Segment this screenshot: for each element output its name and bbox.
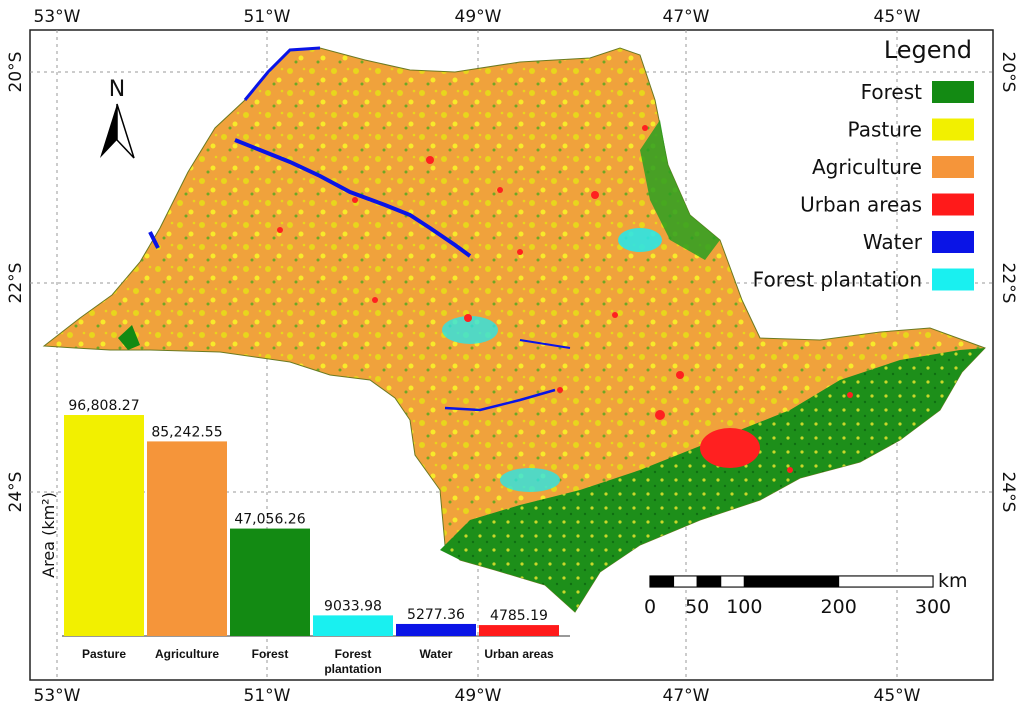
longitude-labels-bottom: 53°W 51°W 49°W 47°W 45°W: [34, 686, 921, 706]
west-forest-patch: [118, 325, 140, 350]
bar-category-label: Forest plantation: [324, 647, 381, 676]
legend-item-label: Forest plantation: [753, 268, 922, 292]
scale-bar-segment: [743, 575, 840, 588]
river-border-north: [243, 46, 321, 101]
bar-category-label: Agriculture: [155, 647, 219, 661]
bar: [147, 441, 227, 636]
lon-tick-label: 45°W: [874, 686, 921, 706]
lon-tick-label: 51°W: [244, 686, 291, 706]
lat-tick-label: 20°S: [998, 52, 1018, 93]
north-arrow-icon: [100, 104, 117, 158]
legend-swatch: [932, 81, 974, 103]
chart-y-axis-label: Area (km²): [39, 492, 58, 578]
bar-value-label: 47,056.26: [234, 512, 305, 528]
legend-title: Legend: [884, 36, 972, 64]
longitude-labels-top: 53°W 51°W 49°W 47°W 45°W: [34, 7, 921, 27]
bar-value-label: 9033.98: [324, 598, 382, 614]
lon-tick-label: 51°W: [244, 7, 291, 27]
scale-tick-label: 0: [644, 596, 656, 618]
plantation-patch: [442, 316, 498, 344]
legend-item-label: Forest: [861, 80, 923, 104]
scale-tick-label: 200: [821, 596, 857, 618]
bar-category-label: Forest: [252, 647, 289, 661]
lat-tick-label: 22°S: [998, 263, 1018, 304]
lon-tick-label: 47°W: [663, 686, 710, 706]
scale-bar-segment: [673, 575, 698, 588]
scale-tick-label: 100: [726, 596, 762, 618]
scale-bar: km 0 50 100 200 300: [644, 570, 968, 618]
latitude-labels-right: 20°S 22°S 24°S: [998, 52, 1018, 513]
legend-item-label: Agriculture: [812, 155, 922, 179]
river-paranapanema: [444, 388, 556, 412]
legend-swatch: [932, 156, 974, 178]
scale-bar-segment: [720, 575, 745, 588]
northeast-forest-patch: [640, 120, 720, 260]
legend-item-label: Urban areas: [800, 193, 922, 217]
lon-tick-label: 49°W: [455, 686, 502, 706]
bar: [479, 625, 559, 636]
north-label: N: [109, 77, 125, 102]
lat-tick-label: 20°S: [6, 52, 26, 93]
bar-category-label: Pasture: [82, 647, 126, 661]
bar-value-label: 5277.36: [407, 607, 465, 623]
scale-bar-segment: [838, 575, 934, 588]
plantation-patch: [618, 228, 662, 252]
lon-tick-label: 49°W: [455, 7, 502, 27]
scale-bar-segment: [649, 575, 675, 588]
bar: [230, 528, 310, 636]
lat-tick-label: 24°S: [998, 472, 1018, 513]
north-arrow: N: [100, 77, 135, 159]
scale-unit-label: km: [938, 570, 968, 592]
river-tiete: [234, 138, 472, 258]
bar-value-label: 4785.19: [490, 608, 548, 624]
scale-bar-segment: [696, 575, 722, 588]
river-segment: [519, 339, 571, 349]
plantation-patch: [500, 468, 560, 492]
lat-tick-label: 22°S: [6, 263, 26, 304]
latitude-labels-left: 20°S 22°S 24°S: [6, 52, 26, 513]
state-land-cover-area: [42, 46, 986, 613]
river-reservoir: [148, 231, 160, 249]
legend: Legend Forest Pasture Agriculture Urban are…: [753, 36, 974, 292]
bar-category-label: Urban areas: [484, 647, 554, 661]
lon-tick-label: 45°W: [874, 7, 921, 27]
lat-tick-label: 24°S: [6, 472, 26, 513]
coastal-forest-region: [440, 348, 985, 612]
legend-swatch: [932, 193, 974, 216]
legend-item-label: Pasture: [848, 118, 922, 142]
scale-tick-label: 300: [915, 596, 951, 618]
lon-tick-label: 53°W: [34, 686, 81, 706]
city-dots: [277, 125, 853, 473]
legend-swatch: [932, 118, 974, 141]
bar: [313, 615, 393, 636]
scale-tick-label: 50: [685, 596, 709, 618]
area-bar-chart: Area (km²) 96,808.27 Pasture 85,242.55 Agri…: [39, 398, 570, 676]
lon-tick-label: 53°W: [34, 7, 81, 27]
metropolitan-urban-area: [700, 428, 760, 468]
legend-swatch: [932, 231, 974, 253]
lon-tick-label: 47°W: [663, 7, 710, 27]
bar-value-label: 96,808.27: [68, 398, 139, 414]
legend-item-label: Water: [863, 230, 923, 254]
bar: [396, 623, 476, 636]
bar-category-label: Water: [420, 647, 453, 661]
bar-value-label: 85,242.55: [151, 424, 222, 440]
bar: [64, 415, 144, 636]
legend-swatch: [932, 268, 974, 291]
